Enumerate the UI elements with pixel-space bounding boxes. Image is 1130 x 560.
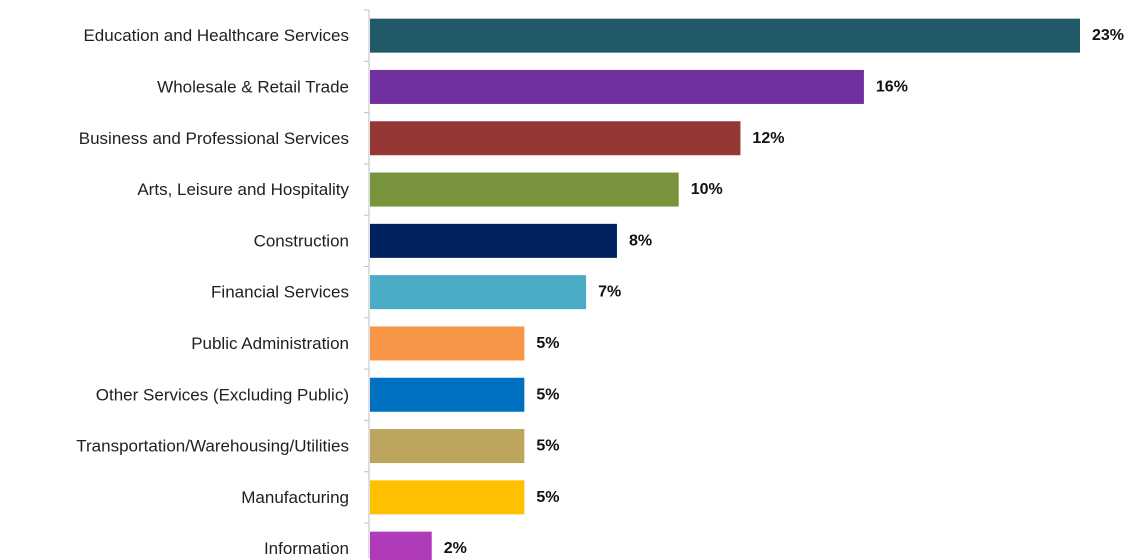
category-label: Wholesale & Retail Trade xyxy=(157,77,349,96)
bar-2 xyxy=(370,121,741,156)
category-label: Financial Services xyxy=(211,283,349,302)
value-label: 23% xyxy=(1092,27,1124,44)
bar-9 xyxy=(370,480,525,515)
category-labels-group: Education and Healthcare Services Wholesa… xyxy=(76,26,349,558)
bar-6 xyxy=(370,326,525,361)
category-label: Education and Healthcare Services xyxy=(83,26,349,45)
value-label: 5% xyxy=(536,438,559,455)
category-label: Information xyxy=(264,539,349,558)
category-label: Construction xyxy=(254,231,349,250)
bar-7 xyxy=(370,377,525,412)
value-labels-group: 23% 16% 12% 10% 8% 7% 5% 5% 5% 5% 2% xyxy=(444,27,1124,557)
bar-3 xyxy=(370,172,679,207)
category-label: Transportation/Warehousing/Utilities xyxy=(76,437,349,456)
bar-1 xyxy=(370,69,864,104)
bar-8 xyxy=(370,429,525,464)
value-label: 8% xyxy=(629,232,652,249)
value-label: 5% xyxy=(536,489,559,506)
bar-4 xyxy=(370,223,617,258)
bar-0 xyxy=(370,18,1080,53)
value-label: 2% xyxy=(444,540,467,557)
bar-5 xyxy=(370,275,587,310)
bars-group xyxy=(370,18,1080,560)
value-label: 10% xyxy=(691,181,723,198)
category-axis-ticks xyxy=(364,9,369,524)
category-label: Business and Professional Services xyxy=(79,129,349,148)
value-label: 12% xyxy=(752,130,784,147)
bar-10 xyxy=(370,531,432,560)
value-label: 7% xyxy=(598,284,621,301)
category-label: Other Services (Excluding Public) xyxy=(96,385,349,404)
category-label: Manufacturing xyxy=(241,488,349,507)
category-label: Public Administration xyxy=(191,334,349,353)
value-label: 16% xyxy=(876,78,908,95)
category-label: Arts, Leisure and Hospitality xyxy=(137,180,349,199)
value-label: 5% xyxy=(536,386,559,403)
value-label: 5% xyxy=(536,335,559,352)
